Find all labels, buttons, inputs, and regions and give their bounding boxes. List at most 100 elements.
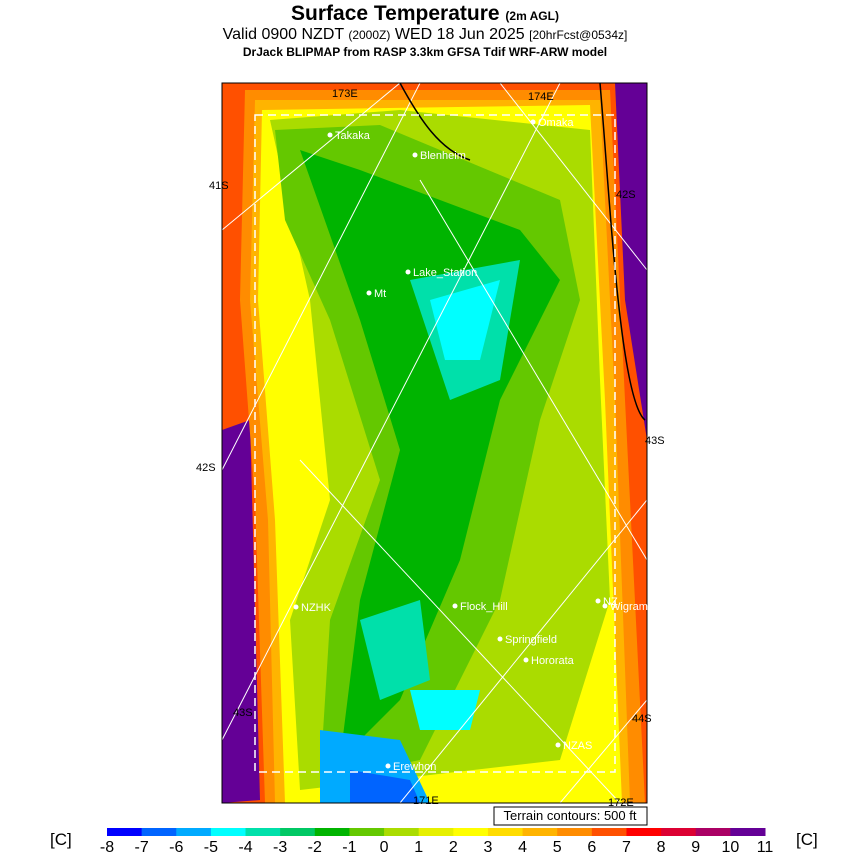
lon-label: 171E	[413, 795, 439, 807]
colorbar-tick-label: 6	[587, 839, 596, 856]
place-label: Lake_Station	[413, 267, 477, 279]
lon-label: 173E	[332, 88, 358, 100]
lat-label: 44S	[632, 713, 652, 725]
field	[615, 83, 647, 440]
colorbar-segment	[661, 828, 697, 836]
lat-label: 43S	[233, 707, 253, 719]
colorbar-tick-label: 0	[380, 839, 389, 856]
colorbar-segment	[141, 828, 177, 836]
place-label: Hororata	[531, 655, 575, 667]
colorbar-tick-label: 4	[518, 839, 527, 856]
lat-label: 42S	[616, 189, 636, 201]
place-dot	[405, 269, 411, 275]
lat-label: 43S	[645, 435, 665, 447]
place-label: Erewhon	[393, 761, 436, 773]
model-line: DrJack BLIPMAP from RASP 3.3km GFSA Tdif…	[242, 45, 608, 59]
place-dot	[523, 657, 529, 663]
place-dot	[366, 290, 372, 296]
date: WED 18 Jun 2025	[394, 26, 525, 43]
map-field	[222, 83, 647, 803]
colorbar-tick-label: -6	[169, 839, 183, 856]
colorbar-tick-label: 2	[449, 839, 458, 856]
colorbar-tick-label: 10	[721, 839, 739, 856]
title: Surface Temperature (2m AGL)	[0, 2, 850, 26]
colorbar-segment	[730, 828, 766, 836]
place-label: Flock_Hill	[460, 601, 508, 613]
terrain-note-box	[493, 806, 648, 826]
colorbar-tick-label: -4	[238, 839, 252, 856]
lon-label: 174E	[528, 91, 554, 103]
unit-right: [C]	[796, 830, 818, 849]
inner-domain	[254, 114, 616, 773]
forecast: [20hrFcst@0534z]	[529, 28, 628, 42]
colorbar-tick-label: 9	[691, 839, 700, 856]
colorbar-segment	[384, 828, 420, 836]
colorbar-segment	[245, 828, 281, 836]
colorbar-tick-label: 1	[414, 839, 423, 856]
colorbar-tick-label: 5	[553, 839, 562, 856]
valid: Valid 0900 NZDT	[222, 26, 344, 43]
place-label: Wigram	[610, 601, 648, 613]
coastline	[399, 83, 646, 421]
place-dot	[555, 742, 561, 748]
colorbar-segment	[591, 828, 627, 836]
graticule-labels: 41S 42S 43S 42S 43S 44S 173E 174E 171E 1…	[196, 88, 665, 809]
place-dot	[497, 636, 503, 642]
colorbar: -8 -7 -6 -5 -4 -3 -2 -1 0 1 2 3 4 5 6 7 8 9 10 11	[100, 828, 774, 856]
place-dot	[602, 603, 608, 609]
place-dot	[385, 763, 391, 769]
place-dot	[595, 598, 601, 604]
colorbar-tick-label: 7	[622, 839, 631, 856]
valid-line: Valid 0900 NZDT (2000Z) WED 18 Jun 2025 …	[0, 26, 850, 44]
terrain-note: Terrain contours: 500 ft	[504, 808, 637, 823]
colorbar-segment	[418, 828, 454, 836]
places: Takaka Blenheim Omaka Lake_Station Mt NZHK Flo…	[293, 117, 648, 773]
colorbar-segment	[453, 828, 489, 836]
colorbar-segment	[314, 828, 350, 836]
field	[360, 600, 430, 700]
place-label: NZHK	[301, 602, 332, 614]
colorbar-segment	[487, 828, 524, 836]
place-dot	[530, 119, 536, 125]
colorbar-tick-label: 3	[483, 839, 492, 856]
colorbar-segment	[522, 828, 558, 836]
colorbar-segment	[349, 828, 385, 836]
colorbar-tick-label: -1	[342, 839, 356, 856]
map-frame	[221, 82, 648, 804]
lon-label: 172E	[608, 797, 634, 809]
colorbar-tick-label: -8	[100, 839, 114, 856]
field	[410, 690, 480, 730]
place-dot	[452, 603, 458, 609]
colorbar-segment	[107, 828, 143, 836]
place-label: Blenheim	[420, 150, 466, 162]
colorbar-tick-label: -5	[204, 839, 218, 856]
colorbar-segment	[210, 828, 247, 836]
colorbar-tick-label: 8	[657, 839, 666, 856]
title-main: Surface Temperature	[291, 2, 500, 25]
colorbar-segment	[695, 828, 731, 836]
colorbar-tick-label: -7	[135, 839, 149, 856]
colorbar-tick-label: -3	[273, 839, 287, 856]
place-label: Takaka	[335, 130, 371, 142]
lat-label: 41S	[209, 180, 229, 192]
colorbar-tick-label: -2	[308, 839, 322, 856]
graticule	[222, 83, 647, 803]
title-sub: (2m AGL)	[505, 9, 559, 23]
colorbar-segment	[557, 828, 593, 836]
lat-label: 42S	[196, 462, 216, 474]
colorbar-segment	[280, 828, 316, 836]
place-label: Mt	[374, 288, 386, 300]
place-dot	[293, 604, 299, 610]
place-dot	[327, 132, 333, 138]
unit-left: [C]	[50, 830, 72, 849]
colorbar-segment	[626, 828, 662, 836]
place-label: Omaka	[538, 117, 574, 129]
place-label: NZAS	[563, 740, 592, 752]
colorbar-tick-label: 11	[757, 839, 774, 856]
field	[430, 280, 500, 360]
zulu: (2000Z)	[348, 28, 391, 42]
place-dot	[412, 152, 418, 158]
place-label: Springfield	[505, 634, 557, 646]
